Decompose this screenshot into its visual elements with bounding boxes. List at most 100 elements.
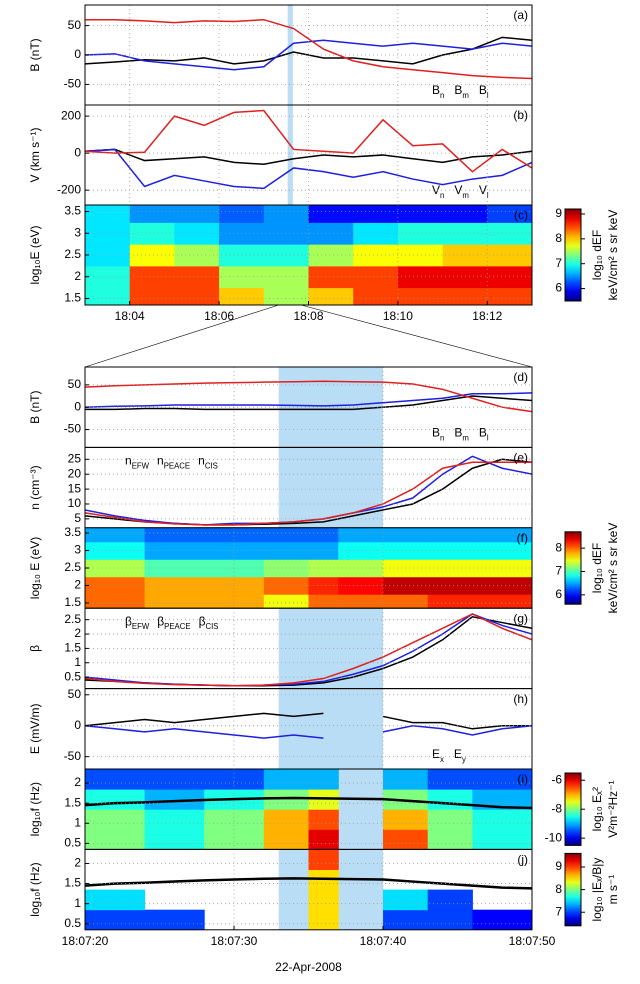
heatmap-cell — [144, 559, 205, 578]
heatmap-cell — [85, 541, 146, 560]
colorbar-tick-label: 8 — [555, 540, 562, 554]
colorbar-label: m s⁻¹ — [606, 875, 620, 905]
heatmap-cell — [308, 594, 339, 609]
heatmap-cell — [472, 809, 532, 830]
heatmap-cell — [472, 527, 532, 543]
legend-entry: βCIS — [199, 614, 219, 631]
heatmap-cell — [263, 205, 309, 223]
heatmap-cell — [308, 576, 339, 595]
heatmap-cell — [338, 594, 384, 609]
heatmap-cell — [85, 287, 131, 305]
y-axis-label: log₁₀ E (eV) — [28, 537, 42, 599]
legend-entry: Bn — [432, 426, 444, 443]
heatmap-cell — [397, 222, 444, 245]
heatmap-cell — [204, 576, 265, 595]
x-tick-label: 18:12 — [472, 309, 502, 323]
colorbar-tick-label: 7 — [555, 564, 562, 578]
legend-entry: βPEACE — [157, 614, 190, 631]
y-tick-label: 0.5 — [64, 669, 81, 683]
y-axis-label: n (cm⁻³) — [28, 465, 42, 509]
heatmap-cell — [472, 594, 532, 609]
y-tick-label: 3 — [74, 225, 81, 239]
y-tick-label: 10 — [68, 496, 82, 510]
heatmap-cell — [144, 576, 205, 595]
series-line — [85, 613, 532, 687]
y-tick-label: 0 — [74, 718, 81, 732]
colorbar-tick-label: 9 — [555, 859, 562, 873]
legend-entry: Bm — [454, 83, 469, 100]
y-tick-label: 1.5 — [64, 795, 81, 809]
panel-label: (h) — [513, 692, 528, 706]
heatmap-cell — [383, 594, 429, 609]
heatmap-cell — [487, 205, 532, 223]
heatmap-cell — [129, 244, 175, 267]
y-tick-label: 2 — [74, 775, 81, 789]
heatmap-cell — [263, 789, 309, 810]
colorbar-label: keV/cm² s sr keV — [606, 523, 620, 614]
colorbar-label: keV/cm² s sr keV — [606, 210, 620, 301]
colorbar-tick-label: 6 — [555, 587, 562, 601]
heatmap-cell — [472, 909, 532, 930]
heatmap-cell — [174, 287, 220, 305]
panel-label: (e) — [513, 451, 528, 465]
heatmap-cell — [204, 769, 265, 790]
heatmap-cell — [427, 541, 473, 560]
panel-label: (i) — [517, 772, 528, 786]
zoom-line — [300, 304, 533, 368]
panel — [85, 613, 532, 687]
heatmap-cell — [472, 541, 532, 560]
heatmap-cell — [144, 829, 205, 850]
heatmap-cell — [263, 769, 309, 790]
heatmap-cell — [427, 576, 473, 595]
y-axis-label: V (km s⁻¹) — [28, 128, 42, 183]
heatmap-cell — [85, 244, 131, 267]
heatmap-cell — [263, 222, 309, 245]
y-tick-label: -50 — [64, 77, 82, 91]
y-tick-label: 1.5 — [64, 641, 81, 655]
line — [85, 796, 532, 810]
y-tick-label: 1 — [74, 896, 81, 910]
y-tick-label: 5 — [74, 511, 81, 525]
y-tick-label: 2.5 — [64, 560, 81, 574]
heatmap-cell — [397, 287, 444, 305]
legend-entry: nEFW — [125, 454, 150, 471]
colorbar-label: log₁₀ dEF — [590, 543, 604, 593]
heatmap-cell — [144, 594, 205, 609]
heatmap-cell — [338, 527, 384, 543]
y-tick-label: 1.5 — [64, 291, 81, 305]
colorbar-tick-label: 6 — [555, 281, 562, 295]
heatmap-cell — [85, 909, 146, 930]
x-tick-label: 18:08 — [293, 309, 323, 323]
y-axis-label: B (nT) — [28, 38, 42, 71]
y-axis-label: β — [28, 645, 42, 652]
y-tick-label: 0 — [74, 399, 81, 413]
colorbar-tick-label: -10 — [545, 830, 563, 844]
heatmap-cell — [427, 809, 473, 830]
heatmap-cell — [353, 265, 399, 289]
heatmap-cell — [85, 222, 131, 245]
colorbar-tick-label: -8 — [551, 801, 562, 815]
y-tick-label: 1 — [74, 815, 81, 829]
y-tick-label: 1 — [74, 655, 81, 669]
colorbar-tick-label: -6 — [551, 772, 562, 786]
series-line — [85, 18, 532, 80]
heatmap-cell — [427, 559, 473, 578]
heatmap-cell — [308, 205, 354, 223]
heatmap-cell — [204, 527, 265, 543]
y-tick-label: 50 — [68, 377, 82, 391]
legend-entry: nPEACE — [157, 454, 190, 471]
series-line — [85, 36, 532, 65]
heatmap-cell — [263, 559, 309, 578]
heatmap-cell — [129, 222, 175, 245]
panel-label: (f) — [517, 531, 528, 545]
heatmap-cell — [472, 576, 532, 595]
colorbar-tick-label: 7 — [555, 256, 562, 270]
legend-entry: Vm — [454, 183, 469, 200]
y-tick-label: 2 — [74, 856, 81, 870]
y-tick-label: 20 — [68, 466, 82, 480]
y-axis-label: log₁₀f (Hz) — [28, 862, 42, 916]
colorbar-tick-label: 9 — [555, 206, 562, 220]
y-tick-label: 0.5 — [64, 916, 81, 930]
y-tick-label: 2 — [74, 626, 81, 640]
